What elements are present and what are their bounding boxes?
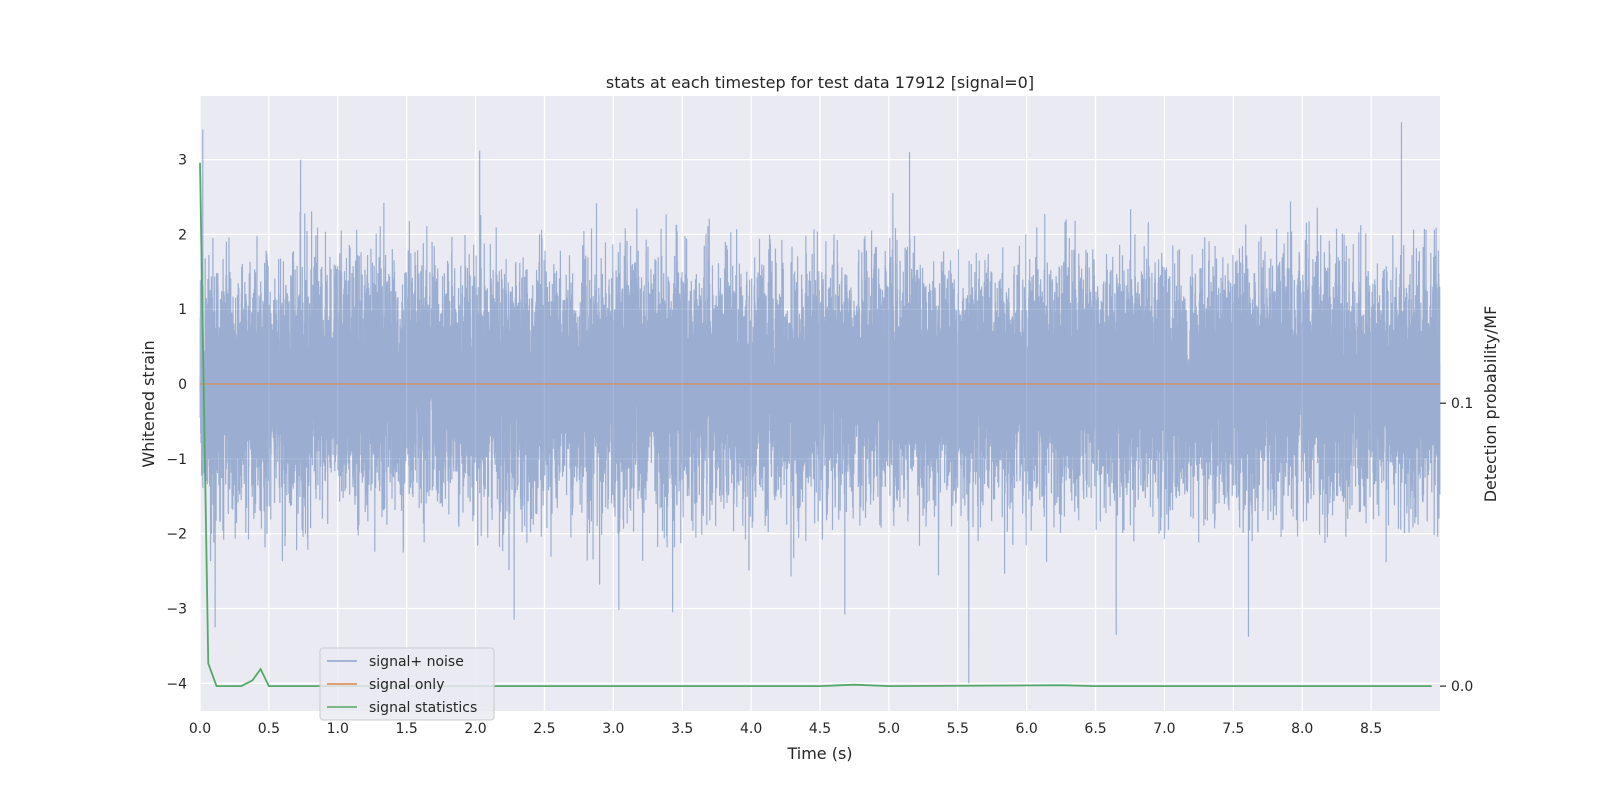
x-tick-label: 7.5 bbox=[1222, 721, 1244, 737]
y2-tick-label: 0.1 bbox=[1451, 396, 1473, 412]
y-axis-right: 0.0 0.1 bbox=[1440, 396, 1473, 695]
x-tick-label: 4.0 bbox=[740, 721, 762, 737]
series-layer bbox=[199, 122, 1441, 688]
series-signal-statistics-line bbox=[199, 162, 1432, 688]
y2-axis-label: Detection probability/MF bbox=[1481, 306, 1500, 503]
y2-tick-label: 0.0 bbox=[1451, 679, 1473, 695]
x-tick-label: 3.0 bbox=[602, 721, 624, 737]
y-axis-label: Whitened strain bbox=[139, 340, 158, 467]
x-tick-label: 7.0 bbox=[1153, 721, 1175, 737]
y-tick-label: −2 bbox=[166, 527, 187, 543]
x-tick-label: 4.5 bbox=[809, 721, 831, 737]
x-tick-label: 5.5 bbox=[947, 721, 969, 737]
legend-label-signal-only: signal only bbox=[369, 677, 444, 693]
x-tick-label: 0.5 bbox=[258, 721, 280, 737]
x-tick-label: 8.5 bbox=[1360, 721, 1382, 737]
chart-title: stats at each timestep for test data 179… bbox=[606, 73, 1034, 92]
legend-box bbox=[319, 647, 495, 721]
y-tick-label: −1 bbox=[166, 452, 187, 468]
x-tick-label: 8.0 bbox=[1291, 721, 1313, 737]
y-tick-label: 2 bbox=[178, 227, 187, 243]
y-tick-label: 3 bbox=[178, 153, 187, 169]
x-tick-label: 6.0 bbox=[1016, 721, 1038, 737]
series-signal-noise-line bbox=[199, 122, 1441, 684]
legend: signal+ noise signal only signal statist… bbox=[319, 647, 495, 721]
x-tick-label: 5.0 bbox=[878, 721, 900, 737]
x-tick-label: 1.5 bbox=[396, 721, 418, 737]
x-axis-label: Time (s) bbox=[786, 744, 852, 763]
x-tick-label: 2.0 bbox=[464, 721, 486, 737]
y-tick-label: −4 bbox=[166, 676, 187, 692]
x-axis: 0.0 0.5 1.0 1.5 2.0 2.5 3.0 3.5 4.0 4.5 5.0 5.5 6.0 6… bbox=[189, 721, 1382, 737]
x-tick-label: 6.5 bbox=[1084, 721, 1106, 737]
y-tick-label: 1 bbox=[178, 302, 187, 318]
x-tick-label: 3.5 bbox=[671, 721, 693, 737]
x-tick-label: 0.0 bbox=[189, 721, 211, 737]
y-tick-label: 0 bbox=[178, 377, 187, 393]
legend-label-signal-statistics: signal statistics bbox=[369, 700, 477, 716]
legend-label-signal-noise: signal+ noise bbox=[369, 654, 464, 670]
x-tick-label: 1.0 bbox=[327, 721, 349, 737]
y-axis-left: −4 −3 −2 −1 0 1 2 3 bbox=[166, 153, 187, 693]
y-tick-label: −3 bbox=[166, 602, 187, 618]
x-tick-label: 2.5 bbox=[533, 721, 555, 737]
